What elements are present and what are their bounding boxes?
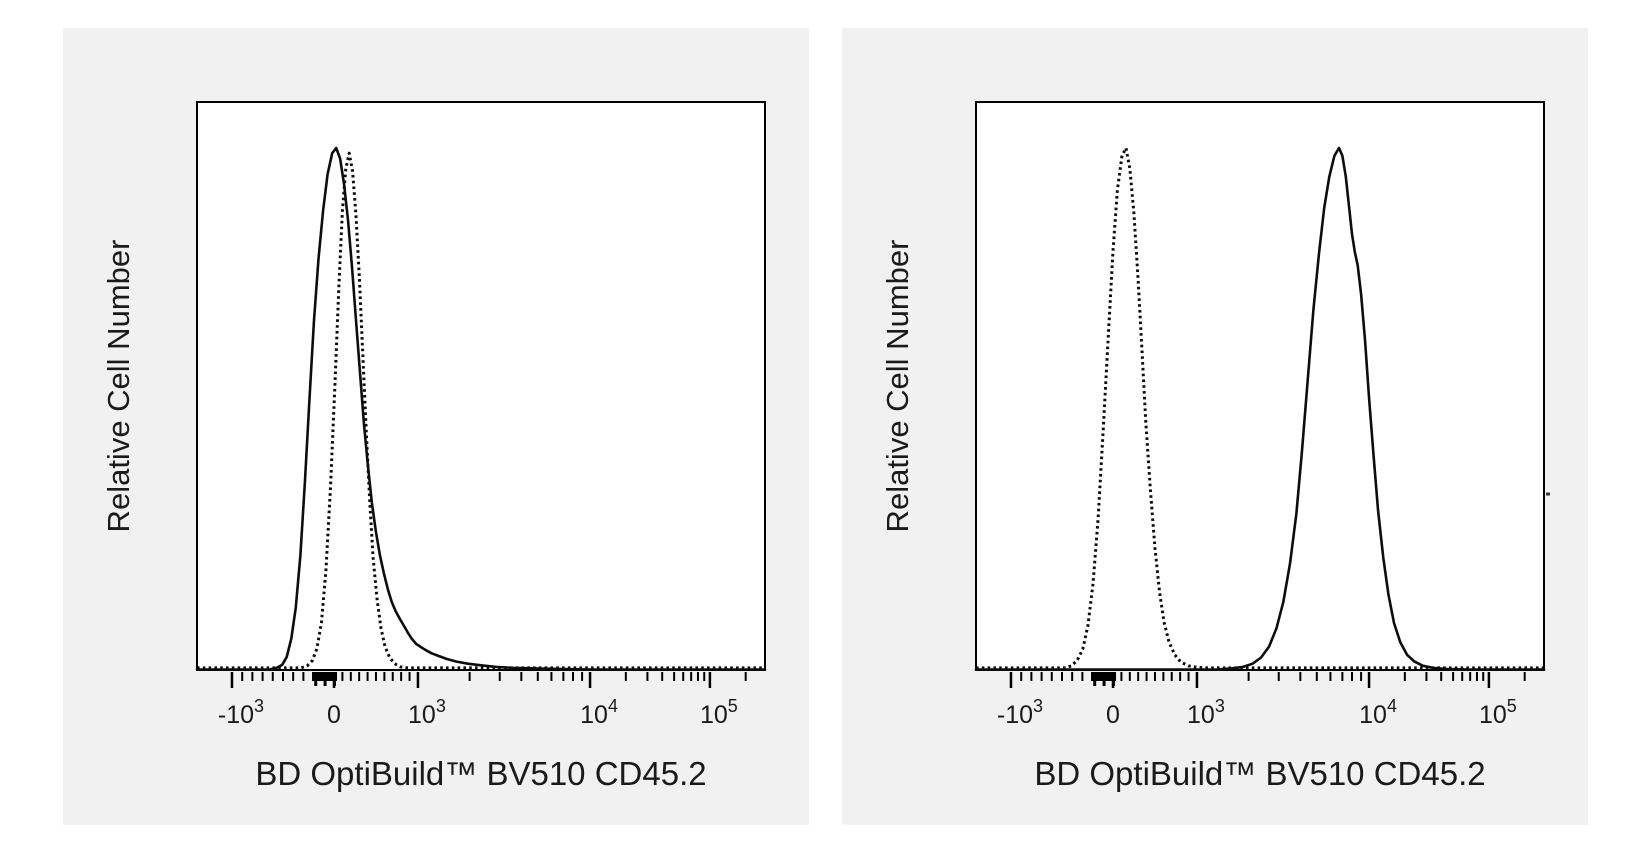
flow-histogram-plot-left: -103 0 103 104 105 Relative Cell Number BD O…: [63, 28, 809, 825]
x-axis-label: BD OptiBuild™ BV510 CD45.2: [1034, 755, 1485, 792]
y-axis-label: Relative Cell Number: [101, 240, 136, 533]
x-tick-label: 103: [1187, 696, 1225, 729]
y-axis-label: Relative Cell Number: [880, 240, 915, 533]
x-axis-ticks: [1009, 672, 1526, 688]
histogram-curves: [974, 146, 1550, 671]
solid-histogram-curve: [195, 146, 767, 671]
x-tick-label: 104: [580, 696, 618, 729]
plot-area: [196, 101, 766, 671]
dotted-histogram-curve: [976, 146, 1544, 670]
x-axis-label: BD OptiBuild™ BV510 CD45.2: [255, 755, 706, 792]
x-axis-tick-labels: -103 0 103 104 105: [997, 696, 1517, 729]
speck-artifact: [1545, 492, 1550, 496]
x-axis-tick-labels: -103 0 103 104 105: [218, 696, 738, 729]
dotted-histogram-curve: [197, 151, 765, 670]
x-tick-label: 0: [1106, 701, 1120, 729]
flow-histogram-plot-right: -103 0 103 104 105 Relative Cell Number BD O…: [842, 28, 1588, 825]
x-tick-label: 105: [700, 696, 738, 729]
x-tick-label: 0: [327, 701, 341, 729]
histogram-panel-right: -103 0 103 104 105 Relative Cell Number BD O…: [842, 28, 1588, 825]
histogram-panel-left: -103 0 103 104 105 Relative Cell Number BD O…: [63, 28, 809, 825]
histogram-curves: [195, 146, 767, 671]
x-tick-label: 104: [1359, 696, 1397, 729]
solid-histogram-curve: [974, 146, 1546, 671]
plot-area: [975, 101, 1545, 671]
x-axis-ticks: [230, 672, 747, 688]
x-tick-label: 105: [1479, 696, 1517, 729]
x-tick-label: -103: [997, 696, 1043, 729]
x-tick-label: 103: [408, 696, 446, 729]
x-tick-label: -103: [218, 696, 264, 729]
